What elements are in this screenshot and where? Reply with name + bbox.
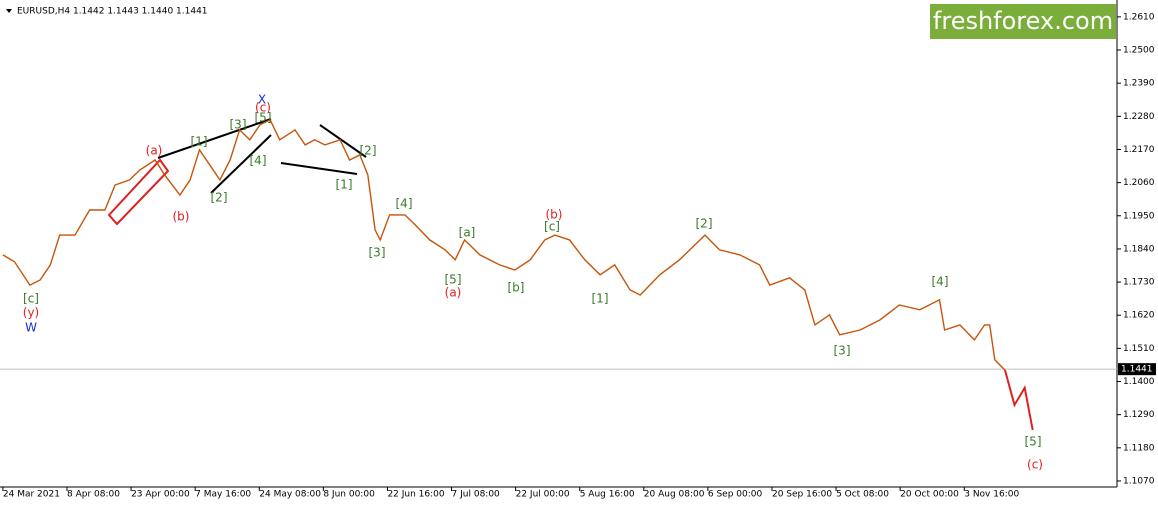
current-price-box: [1118, 363, 1156, 376]
wave-label: X: [258, 93, 266, 107]
wave-label: (b): [173, 210, 190, 224]
wave-label: [5]: [1025, 435, 1042, 449]
y-tick-label: 1.2610: [1123, 12, 1155, 22]
y-tick-label: 1.1400: [1123, 377, 1155, 387]
trend-line: [319, 124, 367, 158]
y-tick-label: 1.2280: [1123, 112, 1155, 122]
x-tick-label: 22 Jul 00:00: [516, 490, 570, 500]
logo: freshforex.com: [933, 7, 1113, 35]
y-tick-label: 1.1620: [1123, 311, 1155, 321]
x-tick-label: 24 Mar 2021: [3, 490, 60, 500]
current-price-label: 1.1441: [1121, 365, 1153, 375]
y-tick-label: 1.2500: [1123, 46, 1155, 56]
wave-label: [c]: [544, 220, 560, 234]
y-tick-label: 1.1290: [1123, 410, 1155, 420]
y-tick-label: 1.1730: [1123, 278, 1155, 288]
x-tick-label: 5 Oct 08:00: [836, 490, 889, 500]
x-tick-label: 7 May 16:00: [195, 490, 251, 500]
y-tick-label: 1.1510: [1123, 344, 1155, 354]
wave-label: [3]: [369, 246, 386, 260]
trend-line: [157, 118, 272, 159]
x-tick-label: 5 Aug 16:00: [580, 490, 635, 500]
wave-label: (a): [445, 286, 462, 300]
x-tick-label: 24 May 08:00: [259, 490, 321, 500]
wave-label: [4]: [932, 275, 949, 289]
wave-label: [c]: [23, 292, 39, 306]
x-tick-label: 20 Aug 08:00: [644, 490, 705, 500]
wave-label: [5]: [445, 273, 462, 287]
wave-label: [3]: [230, 118, 247, 132]
wave-label: [2]: [696, 217, 713, 231]
logo-box: [930, 4, 1116, 39]
wave-label: [2]: [211, 191, 228, 205]
price-line: [2, 118, 1006, 371]
y-tick-label: 1.2390: [1123, 79, 1155, 89]
y-tick-label: 1.1180: [1123, 443, 1155, 453]
trend-line: [280, 162, 358, 175]
x-tick-label: 3 Nov 16:00: [964, 490, 1019, 500]
wave-label: [4]: [250, 154, 267, 168]
wave-label: (c): [1027, 458, 1043, 472]
wave-label: [2]: [360, 144, 377, 158]
x-tick-label: 23 Apr 00:00: [131, 490, 190, 500]
price-line: [1004, 369, 1034, 431]
wave-label: (y): [23, 306, 39, 320]
y-tick-label: 1.2170: [1123, 145, 1155, 155]
chart-title: EURUSD,H4 1.1442 1.1443 1.1440 1.1441: [17, 7, 208, 17]
y-tick-label: 1.1840: [1123, 244, 1155, 254]
x-tick-label: 8 Apr 08:00: [67, 490, 120, 500]
wave-label: [3]: [834, 344, 851, 358]
wave-label: [1]: [336, 178, 353, 192]
x-tick-label: 7 Jul 08:00: [452, 490, 501, 500]
x-tick-label: 20 Sep 16:00: [772, 490, 832, 500]
trend-line: [210, 134, 272, 194]
x-tick-label: 6 Sep 00:00: [708, 490, 763, 500]
x-tick-label: 8 Jun 00:00: [323, 490, 375, 500]
y-tick-label: 1.1950: [1123, 211, 1155, 221]
y-tick-label: 1.1070: [1123, 476, 1155, 486]
wave-label: [5]: [255, 111, 272, 125]
y-tick-label: 1.2060: [1123, 178, 1155, 188]
channel: [107, 158, 170, 226]
wave-label: W: [25, 321, 37, 335]
menu-arrow[interactable]: [6, 9, 12, 13]
x-tick-label: 22 Jun 16:00: [387, 490, 444, 500]
x-tick-label: 20 Oct 00:00: [900, 490, 959, 500]
wave-label: [a]: [459, 226, 476, 240]
wave-label: [b]: [508, 281, 525, 295]
wave-label: (a): [146, 144, 163, 158]
wave-label: (b): [546, 208, 563, 222]
wave-label: [1]: [592, 292, 609, 306]
wave-lines: [107, 118, 367, 226]
wave-label: (c): [255, 101, 271, 115]
wave-label: [4]: [396, 197, 413, 211]
wave-label: [1]: [191, 135, 208, 149]
